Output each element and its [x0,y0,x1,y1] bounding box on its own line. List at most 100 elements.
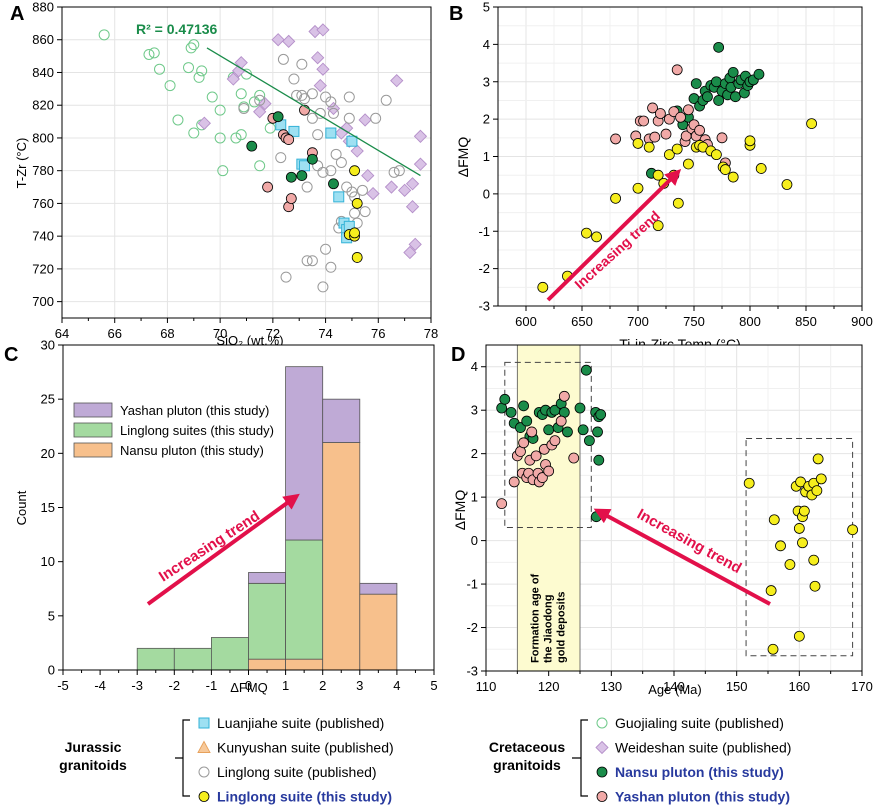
data-point [568,452,580,464]
data-point [671,143,683,155]
data-point [333,191,345,203]
band-label-line: gold deposits [556,592,568,664]
data-point [148,47,160,59]
data-point [744,135,756,147]
data-point [258,96,272,111]
data-point [672,197,684,209]
data-point [388,166,400,178]
data-point [753,68,765,80]
legend-item-label: Nansu pluton (this study) [615,764,784,780]
data-point [713,41,725,53]
y-tick-label: 0 [48,663,55,678]
data-point [285,193,297,204]
chart-b: 600 650 700 750 800 850 900-3-2-1012345Ti-in-Z… [455,0,873,352]
chart-legend: Yashan pluton (this study) Linglong suite… [73,402,274,458]
data-point [719,164,731,175]
y-tick-label: 780 [32,163,54,178]
y-tick-label: 760 [32,196,54,211]
data-point [188,127,200,139]
x-tick-label: 170 [851,679,873,694]
legend-marker [596,791,608,802]
bar [322,442,361,671]
bar [136,647,175,671]
chart-d: Formation age ofthe Jiaodonggold deposit… [452,344,873,697]
legend-item-label: Luanjiahe suite (published) [217,715,384,731]
data-point [593,454,605,466]
data-point [521,415,533,427]
plot-background [62,7,431,318]
data-point [574,402,586,414]
data-point [793,523,805,534]
data-point [196,65,208,77]
legend-item-label: Guojialing suite (published) [615,715,784,731]
x-tick-label: 110 [476,679,497,694]
legend-item-label: Yashan pluton (this study) [615,789,790,805]
data-point [743,477,755,489]
x-tick-label: 2 [319,678,326,693]
legend-marker [198,791,210,802]
data-point [271,33,285,47]
data-point [254,160,266,172]
data-point [325,261,337,273]
data-point [312,129,324,141]
gold-deposit-age-band [516,344,581,672]
data-point [306,88,318,100]
data-point [277,53,289,65]
data-point [808,554,820,566]
data-point [649,131,661,143]
data-point [98,29,110,41]
data-point [230,132,242,144]
panel-label-b: B [449,3,463,25]
legend-marker [198,717,210,729]
data-point [562,426,573,438]
legend-item-label: Linglong suite (this study) [217,789,392,805]
data-point [264,122,276,134]
data-point [508,476,520,488]
data-point [358,113,372,127]
data-point [193,71,205,83]
data-point [185,42,197,54]
x-tick-label: 600 [515,314,537,329]
data-point [301,181,313,193]
legend-group-label-line2: granitoids [493,757,561,773]
data-point [296,89,308,101]
r-squared-label: R² = 0.47136 [136,21,218,37]
data-point [349,227,360,239]
x-tick-label: 74 [318,326,332,341]
data-point [235,88,247,100]
x-tick-label: 1 [282,678,289,693]
trend-arrow-c [146,493,300,606]
data-point [296,58,308,70]
y-tick-label: 880 [32,0,54,15]
y-tick-label: -3 [478,299,490,314]
y-tick-label: 3 [471,403,478,418]
y-tick-label: 20 [41,446,55,461]
y-axis-label: T-Zr (°C) [14,138,29,189]
x-tick-label: 650 [571,314,593,329]
data-point [214,132,226,144]
legend-item-label: Weideshan suite (published) [615,740,791,756]
data-point [288,125,300,137]
dashed-group-box [745,437,854,657]
y-tick-label: 25 [41,392,55,407]
x-tick-label: 5 [430,678,437,693]
chart-a: 64 66 68 70 72 74 76 78 700 720 740 760 780 800 820 840… [14,0,438,348]
data-point [325,165,337,177]
bar [285,658,324,671]
x-axis-label: Age (Ma) [648,682,701,697]
data-point [543,424,555,436]
data-point [214,104,226,116]
legend-swatch [73,402,113,418]
y-tick-label: -2 [466,620,478,635]
x-tick-label: 160 [788,679,810,694]
data-point [398,183,412,197]
legend-label: Linglong suites (this study) [120,423,274,438]
data-point [716,132,728,144]
data-point [356,184,368,196]
data-point [815,473,827,485]
data-point [313,78,327,93]
data-point [405,177,420,191]
data-point [320,243,332,255]
data-point [306,112,318,124]
